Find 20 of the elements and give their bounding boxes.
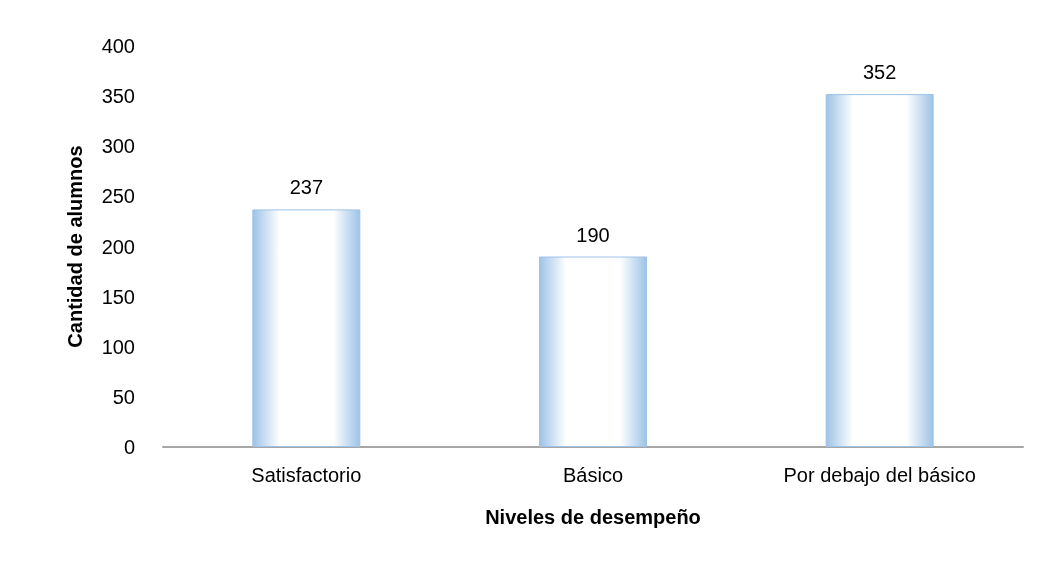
x-axis-title: Niveles de desempeño bbox=[485, 506, 701, 528]
x-tick-label: Por debajo del básico bbox=[783, 464, 976, 486]
y-tick-label: 100 bbox=[101, 335, 135, 358]
y-tick-label: 0 bbox=[123, 436, 135, 458]
y-axis-title: Cantidad de alumnos bbox=[64, 145, 86, 348]
bar bbox=[539, 256, 647, 447]
data-label: 352 bbox=[862, 61, 897, 84]
y-tick-label: 50 bbox=[112, 385, 135, 408]
x-tick-label: Básico bbox=[562, 464, 624, 486]
bar bbox=[252, 209, 361, 447]
bar bbox=[825, 94, 934, 447]
y-tick-label: 200 bbox=[101, 235, 135, 258]
x-tick-label: Satisfactorio bbox=[251, 464, 362, 486]
y-tick-label: 250 bbox=[101, 185, 135, 208]
data-label: 237 bbox=[289, 176, 324, 199]
data-label: 190 bbox=[576, 223, 610, 246]
y-tick-label: 350 bbox=[101, 85, 135, 108]
y-tick-label: 400 bbox=[101, 35, 135, 57]
y-tick-label: 300 bbox=[101, 135, 135, 158]
y-tick-label: 150 bbox=[101, 285, 135, 308]
